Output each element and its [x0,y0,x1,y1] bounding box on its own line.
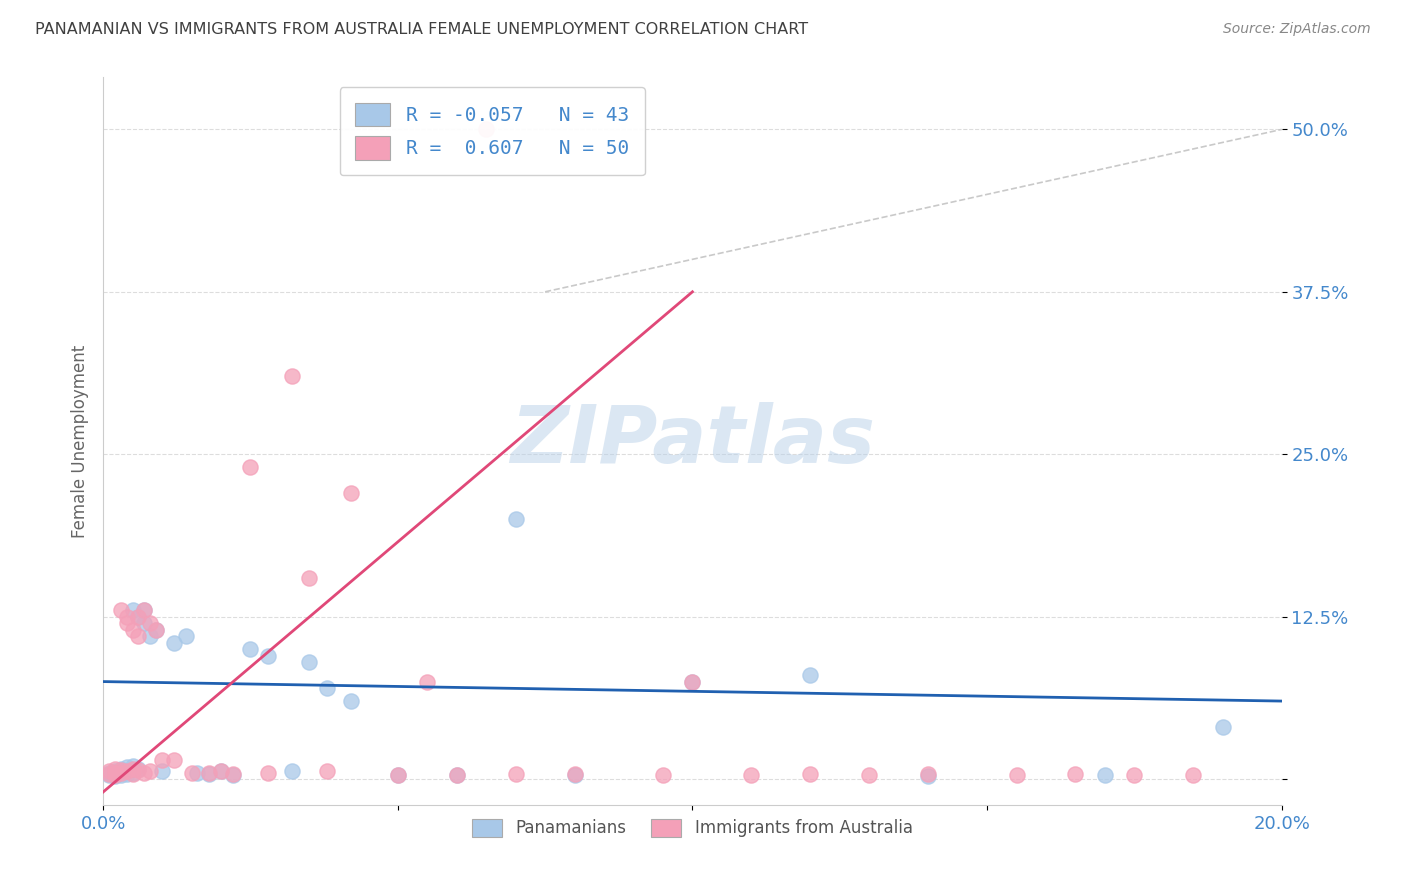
Point [298,571,321,585]
Point [917,767,939,781]
Point [799,668,821,682]
Point [1005,768,1028,782]
Point [127,762,149,776]
Point [121,623,143,637]
Point [134,603,156,617]
Point [505,767,527,781]
Point [198,767,221,781]
Point [681,674,703,689]
Point [98,767,121,781]
Point [127,609,149,624]
Point [475,122,498,136]
Point [1212,720,1234,734]
Legend: Panamanians, Immigrants from Australia: Panamanians, Immigrants from Australia [465,812,920,844]
Point [115,616,138,631]
Point [110,763,132,777]
Point [446,768,468,782]
Text: PANAMANIAN VS IMMIGRANTS FROM AUSTRALIA FEMALE UNEMPLOYMENT CORRELATION CHART: PANAMANIAN VS IMMIGRANTS FROM AUSTRALIA … [35,22,808,37]
Point [799,767,821,781]
Point [134,603,156,617]
Point [163,635,186,649]
Point [239,642,262,657]
Point [121,762,143,776]
Point [115,764,138,779]
Point [110,765,132,780]
Point [121,765,143,780]
Point [257,648,280,663]
Point [121,603,143,617]
Point [163,752,186,766]
Point [257,765,280,780]
Point [681,674,703,689]
Point [239,460,262,475]
Point [134,616,156,631]
Point [1123,768,1146,782]
Point [298,655,321,669]
Point [652,768,675,782]
Point [115,609,138,624]
Point [564,768,586,782]
Point [339,486,361,500]
Point [110,768,132,782]
Point [564,767,586,781]
Point [104,768,127,782]
Point [98,768,121,782]
Point [209,764,232,779]
Point [110,603,132,617]
Point [145,623,167,637]
Point [416,674,439,689]
Point [505,512,527,526]
Point [98,764,121,779]
Y-axis label: Female Unemployment: Female Unemployment [72,344,89,538]
Point [198,765,221,780]
Point [110,765,132,780]
Text: Source: ZipAtlas.com: Source: ZipAtlas.com [1223,22,1371,37]
Point [145,623,167,637]
Point [387,768,409,782]
Point [104,765,127,780]
Point [1182,768,1205,782]
Point [280,369,302,384]
Point [186,765,208,780]
Point [280,764,302,779]
Point [740,768,762,782]
Point [1064,767,1087,781]
Point [1094,768,1116,782]
Point [209,764,232,779]
Point [446,768,468,782]
Point [104,762,127,776]
Point [917,769,939,783]
Point [121,767,143,781]
Point [339,694,361,708]
Point [222,768,245,782]
Point [150,764,173,779]
Point [222,767,245,781]
Point [104,769,127,783]
Point [104,764,127,779]
Text: ZIPatlas: ZIPatlas [510,402,875,480]
Point [127,629,149,643]
Point [150,752,173,766]
Point [139,764,162,779]
Point [858,768,880,782]
Point [139,616,162,631]
Point [121,759,143,773]
Point [316,681,339,695]
Point [174,629,197,643]
Point [110,762,132,776]
Point [127,763,149,777]
Point [115,764,138,779]
Point [387,768,409,782]
Point [139,629,162,643]
Point [115,760,138,774]
Point [316,764,339,779]
Point [98,765,121,780]
Point [104,767,127,781]
Point [115,767,138,781]
Point [134,765,156,780]
Point [180,765,202,780]
Point [110,763,132,777]
Point [127,609,149,624]
